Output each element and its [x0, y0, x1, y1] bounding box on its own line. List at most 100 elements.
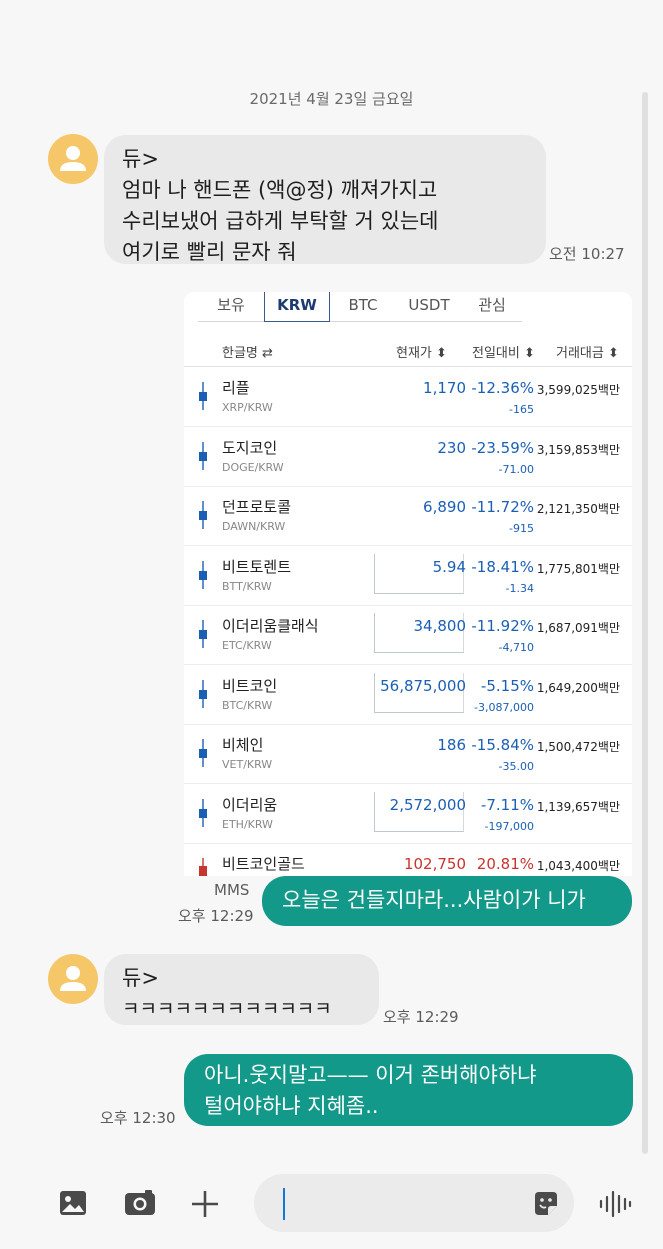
coin-name: 던프로토콜 — [222, 498, 292, 516]
coin-name: 도지코인 — [222, 438, 278, 457]
coin-change-diff: -71.00 — [498, 462, 534, 476]
coin-change-diff: -915 — [509, 522, 534, 535]
coin-price: 230 — [437, 438, 466, 457]
table-row[interactable]: 던프로토콜 DAWN/KRW 6,890 -11.72% -915 2,121,350백만 — [184, 486, 632, 546]
coin-change-pct: -15.84% — [471, 736, 534, 754]
outgoing-message-bubble[interactable]: 오늘은 건들지마라...사람이가 니가 — [262, 876, 632, 926]
voice-wave-icon[interactable] — [598, 1188, 632, 1220]
coin-pair: BTC/KRW — [222, 698, 273, 712]
coin-name: 이더리움 — [222, 795, 278, 814]
table-row[interactable]: 이더리움클래식 ETC/KRW 34,800 -11.92% -4,710 1,687,0… — [184, 605, 632, 665]
coin-change-diff: -165 — [509, 403, 534, 416]
coin-name: 비체인 — [222, 736, 264, 754]
coin-price: 1,170 — [423, 379, 466, 397]
coin-change-pct: -11.92% — [471, 617, 534, 635]
camera-icon[interactable] — [123, 1188, 157, 1218]
table-header: 한글명 ⇄ 현재가 ⬍ 전일대비 ⬍ 거래대금 ⬍ — [184, 336, 632, 367]
coin-change-pct: -12.36% — [471, 379, 534, 397]
coin-volume: 1,687,091백만 — [536, 621, 620, 635]
coin-change-pct: -5.15% — [480, 676, 534, 695]
candle-icon — [199, 382, 207, 410]
coin-change-pct: -23.59% — [471, 438, 534, 457]
coin-price: 5.94 — [432, 557, 466, 576]
message-line: 털어야하냐 지혜좀.. — [204, 1094, 379, 1118]
tab-btc[interactable]: BTC — [330, 292, 396, 322]
price-highlight-box — [374, 553, 464, 594]
image-icon[interactable] — [58, 1188, 88, 1218]
coin-volume: 2,121,350백만 — [536, 502, 620, 516]
coin-price: 56,875,000 — [380, 676, 466, 695]
tab-krw[interactable]: KRW — [264, 292, 330, 322]
incoming-message-bubble[interactable]: 듀> ㅋㅋㅋㅋㅋㅋㅋㅋㅋㅋㅋㅋ — [104, 954, 379, 1025]
coin-volume: 1,775,801백만 — [536, 561, 620, 576]
coin-price: 34,800 — [413, 617, 467, 635]
coin-name: 리플 — [222, 379, 250, 397]
coin-change-pct: -11.72% — [471, 498, 534, 516]
coin-name: 비트토렌트 — [222, 557, 292, 576]
coin-name: 비트코인골드 — [222, 855, 305, 873]
incoming-message-bubble[interactable]: 듀> 엄마 나 핸드폰 (액@정) 깨져가지고 수리보냈어 급하게 부탁할 거 … — [104, 135, 546, 264]
sticker-icon[interactable] — [531, 1189, 561, 1219]
coin-pair: BTT/KRW — [222, 579, 272, 593]
coin-volume: 1,649,200백만 — [536, 680, 620, 695]
table-row[interactable]: 도지코인 DOGE/KRW 230 -23.59% -71.00 3,159,853백만 — [184, 427, 632, 487]
coin-pair: XRP/KRW — [222, 401, 273, 414]
coin-change-pct: 20.81% — [476, 855, 534, 873]
coin-change-pct: -18.41% — [471, 557, 534, 576]
table-row[interactable]: 리플 XRP/KRW 1,170 -12.36% -165 3,599,025백만 — [184, 367, 632, 427]
coin-change-diff: -197,000 — [484, 819, 534, 833]
table-row[interactable]: 비체인 VET/KRW 186 -15.84% -35.00 1,500,472백만 — [184, 724, 632, 784]
candle-icon — [199, 858, 207, 876]
message-line: 여기로 빨리 문자 줘 — [122, 240, 297, 264]
mms-label: MMS — [214, 881, 250, 899]
price-highlight-box — [374, 791, 464, 832]
coin-pair: DAWN/KRW — [222, 520, 286, 533]
contact-avatar[interactable] — [48, 954, 98, 1004]
message-line: ㅋㅋㅋㅋㅋㅋㅋㅋㅋㅋㅋㅋ — [122, 998, 332, 1020]
price-highlight-box — [374, 613, 464, 653]
person-icon — [60, 966, 86, 991]
coin-name: 비트코인 — [222, 676, 278, 695]
candle-icon — [199, 441, 207, 470]
coin-pair: ETH/KRW — [222, 817, 273, 831]
candle-icon — [199, 560, 207, 589]
coin-pair: VET/KRW — [222, 758, 273, 771]
coin-change-pct: -7.11% — [480, 795, 534, 814]
coin-price: 102,750 — [403, 855, 466, 873]
contact-avatar[interactable] — [48, 134, 98, 184]
message-time: 오후 12:29 — [178, 907, 254, 925]
mms-image-exchange-table[interactable]: 보유 KRW BTC USDT 관심 한글명 ⇄ 현재가 ⬍ 전일대비 ⬍ 거래… — [184, 292, 632, 876]
coin-volume: 1,043,400백만 — [536, 859, 620, 873]
message-line: 아니.웃지말고—— 이거 존버해야하냐 — [204, 1063, 537, 1087]
candle-icon — [199, 501, 207, 529]
message-line: 엄마 나 핸드폰 (액@정) 깨져가지고 — [122, 178, 438, 202]
outgoing-message-bubble[interactable]: 아니.웃지말고—— 이거 존버해야하냐 털어야하냐 지혜좀.. — [184, 1054, 633, 1126]
message-sender: 듀> — [122, 966, 159, 990]
text-cursor — [283, 1188, 285, 1220]
tab-usdt[interactable]: USDT — [396, 292, 462, 322]
table-row[interactable]: 비트코인 BTC/KRW 56,875,000 -5.15% -3,087,000 1,6… — [184, 665, 632, 725]
price-highlight-box — [374, 672, 464, 713]
tab-favorites[interactable]: 관심 — [462, 292, 522, 322]
coin-volume: 1,500,472백만 — [536, 740, 620, 754]
table-row[interactable]: 이더리움 ETH/KRW 2,572,000 -7.11% -197,000 1,139,… — [184, 784, 632, 844]
coin-pair: DOGE/KRW — [222, 460, 284, 474]
candle-icon — [199, 739, 207, 767]
tab-holdings[interactable]: 보유 — [198, 292, 264, 322]
coin-price: 186 — [437, 736, 466, 754]
message-line: 수리보냈어 급하게 부탁할 거 있는데 — [122, 209, 439, 233]
scrollbar[interactable] — [642, 92, 648, 1154]
message-text: 오늘은 건들지마라...사람이가 니가 — [282, 888, 586, 912]
coin-change-diff: -1.34 — [505, 581, 534, 595]
message-time: 오전 10:27 — [549, 245, 625, 263]
table-row[interactable]: 비트코인골드 102,750 20.81% 1,043,400백만 — [184, 843, 632, 876]
table-row[interactable]: 비트토렌트 BTT/KRW 5.94 -18.41% -1.34 1,775,801백만 — [184, 546, 632, 606]
coin-change-diff: -35.00 — [498, 760, 534, 773]
plus-icon[interactable] — [190, 1189, 220, 1219]
exchange-tabs: 보유 KRW BTC USDT 관심 — [198, 292, 522, 322]
coin-pair: ETC/KRW — [222, 639, 272, 652]
candle-icon — [199, 620, 207, 648]
coin-name: 이더리움클래식 — [222, 617, 319, 635]
coin-volume: 3,159,853백만 — [536, 442, 620, 457]
message-input[interactable] — [254, 1174, 574, 1232]
